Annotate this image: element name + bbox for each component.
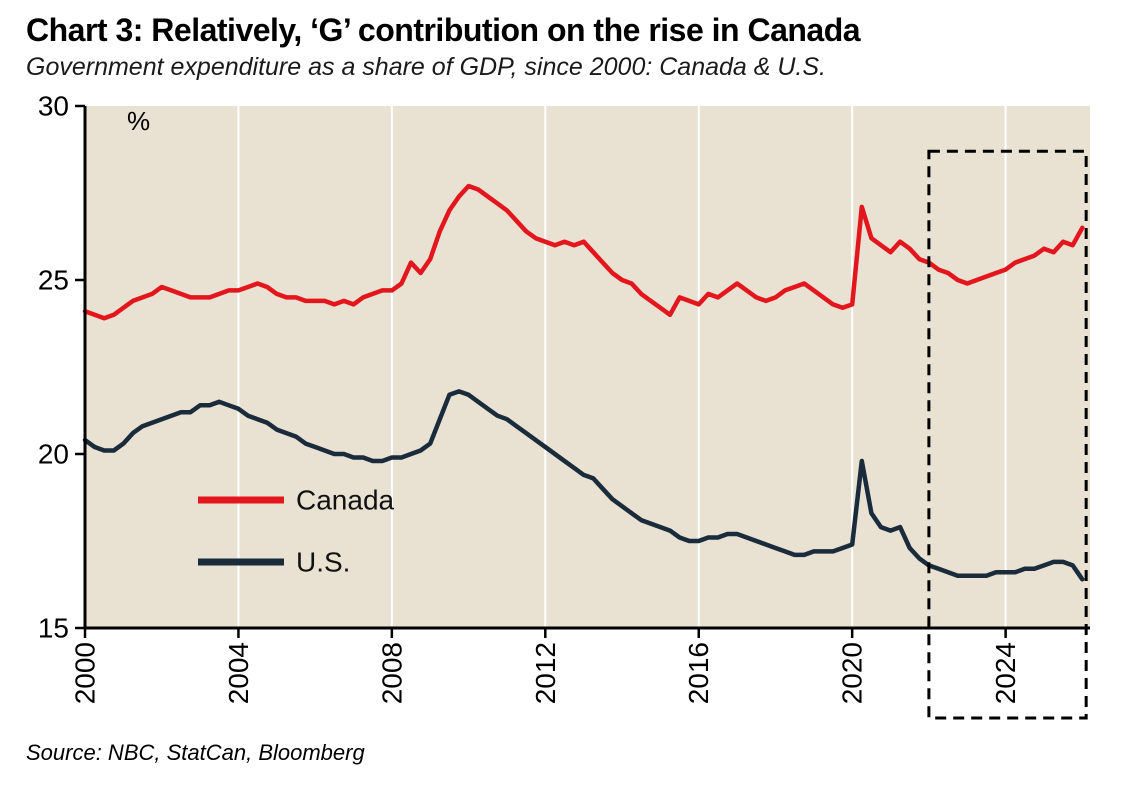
x-tick-label: 2004	[223, 642, 254, 704]
y-tick-label: 25	[38, 264, 69, 295]
x-tick-label: 2008	[376, 642, 407, 704]
chart-svg: 15 20 25 30 2000 2004 2008 2012 2016 2020 2024% Can…	[38, 90, 1090, 720]
x-tick-label: 2024	[990, 642, 1021, 704]
source-note: Source: NBC, StatCan, Bloomberg	[26, 739, 365, 765]
x-tick-label: 2016	[683, 642, 714, 704]
y-tick-label: 20	[38, 438, 69, 469]
x-tick-label: 2020	[837, 642, 868, 704]
legend-label-us: U.S.	[296, 546, 350, 577]
series-line-us	[82, 388, 1085, 582]
legend-label-canada: Canada	[296, 484, 395, 515]
y-tick-label: 30	[38, 90, 69, 121]
x-tick-label: 2012	[530, 642, 561, 704]
x-tick-label: 2000	[70, 642, 101, 704]
chart-area: 15 20 25 30 2000 2004 2008 2012 2016 2020 2024% Can…	[0, 88, 1140, 738]
chart-title: Chart 3: Relatively, ‘G’ contribution on…	[26, 12, 861, 48]
series-line-canada	[82, 183, 1085, 321]
y-tick-label: 15	[38, 612, 69, 643]
highlight-box-recent-period	[927, 149, 1088, 720]
unit-label: %	[127, 106, 150, 136]
plot-background	[85, 105, 1090, 628]
chart-subtitle: Government expenditure as a share of GDP…	[26, 52, 826, 81]
